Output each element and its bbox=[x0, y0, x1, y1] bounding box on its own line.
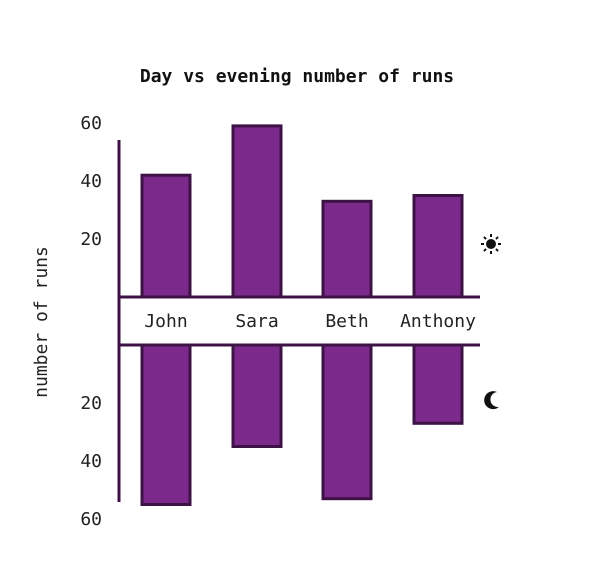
sun-icon bbox=[481, 234, 501, 254]
y-tick-top-20: 20 bbox=[80, 229, 102, 250]
y-axis-label: number of runs bbox=[31, 246, 52, 398]
category-label-sara: Sara bbox=[235, 311, 278, 332]
bar-day-anthony bbox=[412, 194, 464, 299]
bar-evening-john bbox=[140, 343, 192, 506]
y-tick-bottom-20: 20 bbox=[80, 393, 102, 414]
bar-day-beth bbox=[321, 199, 373, 299]
y-tick-top-40: 40 bbox=[80, 171, 102, 192]
bar-evening-sara bbox=[231, 343, 283, 448]
category-label-anthony: Anthony bbox=[400, 311, 476, 332]
bar-day-john bbox=[140, 173, 192, 299]
moon-icon bbox=[484, 391, 499, 410]
bar-evening-anthony bbox=[412, 343, 464, 425]
category-label-beth: Beth bbox=[325, 311, 368, 332]
category-label-john: John bbox=[144, 311, 187, 332]
bar-day-sara bbox=[231, 124, 283, 299]
y-tick-top-60: 60 bbox=[80, 113, 102, 134]
y-tick-bottom-40: 40 bbox=[80, 451, 102, 472]
chart-title: Day vs evening number of runs bbox=[140, 66, 454, 87]
y-tick-bottom-60: 60 bbox=[80, 509, 102, 530]
bar-evening-beth bbox=[321, 343, 373, 501]
